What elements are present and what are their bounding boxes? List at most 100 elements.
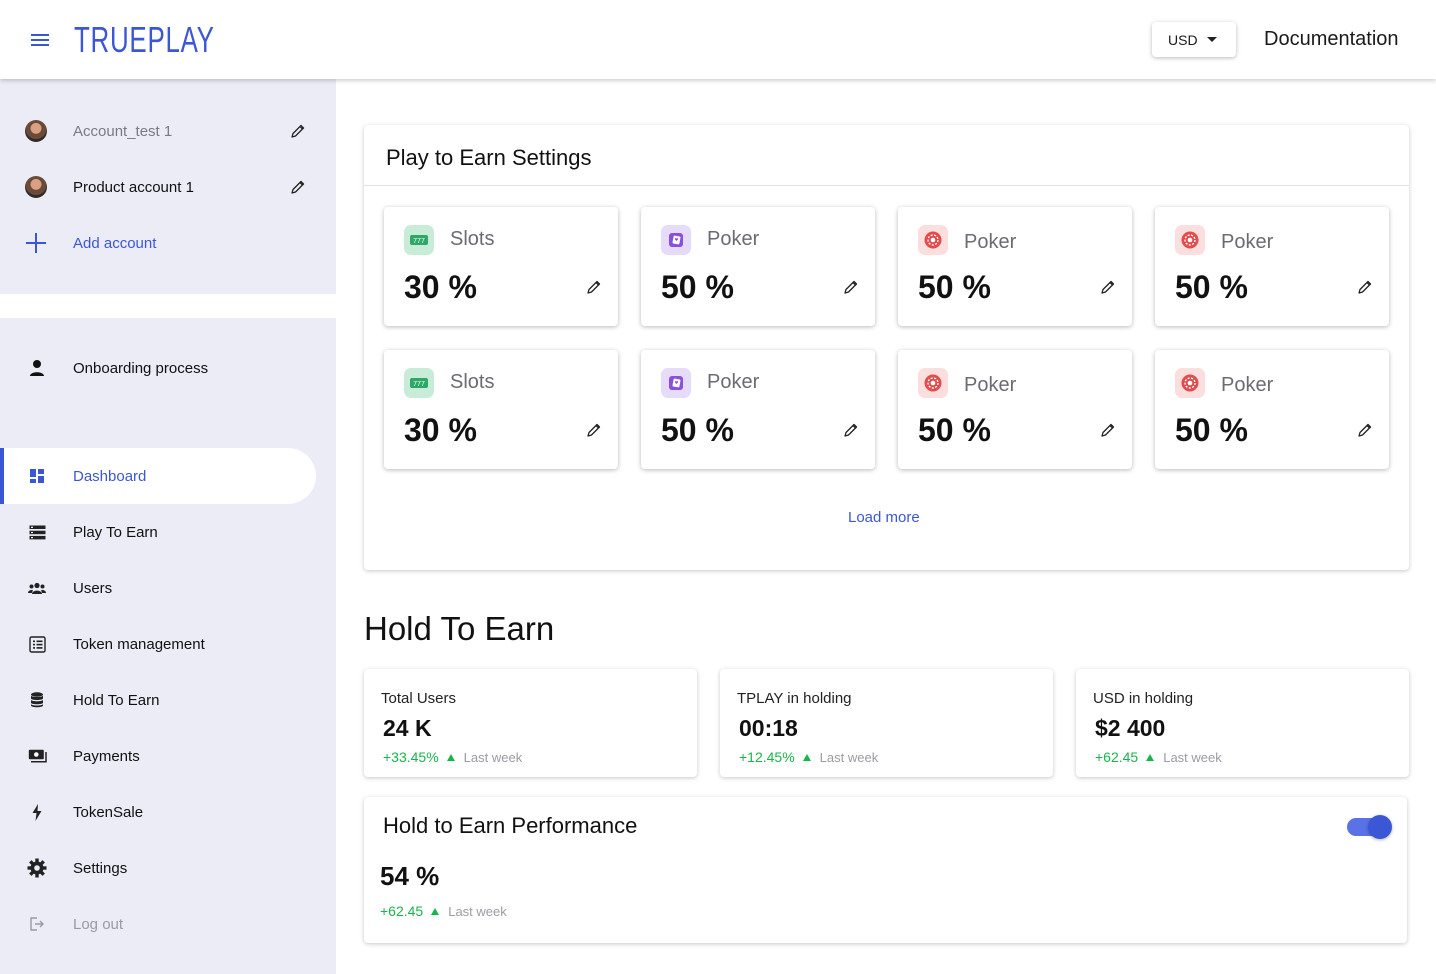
game-percent: 50 % [661, 412, 734, 448]
game-card[interactable]: Poker 50 % [898, 207, 1132, 326]
pencil-icon[interactable] [586, 279, 602, 295]
game-name: Poker [707, 228, 760, 250]
arrow-up-icon [802, 753, 811, 761]
account-label: Product account 1 [73, 178, 194, 196]
sidebar: Onboarding process Dashboard Play To Ear… [0, 318, 336, 974]
currency-select[interactable]: USD [1152, 22, 1236, 57]
nav-label: Settings [73, 859, 128, 877]
delta-value: +33.45% [383, 749, 439, 765]
nav-label: Play To Earn [73, 523, 158, 541]
pencil-icon[interactable] [586, 422, 602, 438]
nav-settings[interactable]: Settings [0, 840, 316, 896]
nav-payments[interactable]: Payments [0, 728, 316, 784]
game-card[interactable]: 777 Slots 30 % [384, 350, 618, 469]
poker-chip-icon [1175, 368, 1205, 398]
nav-label: Token management [73, 635, 205, 653]
gear-icon [27, 858, 47, 878]
game-percent: 30 % [404, 269, 477, 305]
game-name: Slots [450, 371, 495, 393]
bolt-icon [27, 802, 47, 822]
game-name: Poker [1221, 231, 1274, 253]
arrow-up-icon [446, 753, 455, 761]
game-card[interactable]: Poker 50 % [1155, 207, 1389, 326]
nav-users[interactable]: Users [0, 560, 316, 616]
hold-to-earn-title: Hold To Earn [364, 610, 555, 647]
users-icon [27, 578, 47, 598]
nav-dashboard[interactable]: Dashboard [0, 448, 316, 504]
pencil-icon[interactable] [1100, 422, 1116, 438]
performance-toggle[interactable] [1347, 815, 1392, 839]
arrow-up-icon [1146, 753, 1155, 761]
nav-token-management[interactable]: Token management [0, 616, 316, 672]
menu-icon[interactable] [31, 33, 51, 47]
pencil-icon[interactable] [1357, 422, 1373, 438]
game-card[interactable]: Poker 50 % [898, 350, 1132, 469]
game-percent: 50 % [918, 269, 991, 305]
top-bar: TRUEPLAY USD Documentation [0, 0, 1436, 79]
delta-value: +12.45% [739, 749, 795, 765]
svg-text:777: 777 [413, 238, 425, 245]
game-name: Slots [450, 228, 495, 250]
game-name: Poker [964, 231, 1017, 253]
pencil-icon[interactable] [1100, 279, 1116, 295]
plus-icon [26, 233, 46, 253]
nav-label: Hold To Earn [73, 691, 160, 709]
game-percent: 50 % [661, 269, 734, 305]
stat-label: USD in holding [1093, 690, 1194, 707]
stat-card-total-users: Total Users 24 K +33.45% Last week [364, 669, 697, 777]
database-icon [27, 690, 47, 710]
nav-tokensale[interactable]: TokenSale [0, 784, 316, 840]
stat-label: TPLAY in holding [737, 690, 852, 707]
dashboard-icon [27, 466, 47, 486]
person-icon [27, 358, 47, 378]
game-name: Poker [964, 374, 1017, 396]
stat-delta: +12.45% Last week [739, 749, 878, 765]
stat-card-usd-holding: USD in holding $2 400 +62.45 Last week [1076, 669, 1409, 777]
nav-label: Dashboard [73, 467, 147, 485]
caret-down-icon [1206, 37, 1217, 42]
game-name: Poker [707, 371, 760, 393]
divider [364, 185, 1409, 186]
nav-label: TokenSale [73, 803, 144, 821]
account-item[interactable]: Product account 1 [0, 167, 336, 207]
pencil-icon[interactable] [290, 123, 306, 139]
nav-play-to-earn[interactable]: Play To Earn [0, 504, 316, 560]
payments-icon [27, 746, 47, 766]
performance-title: Hold to Earn Performance [383, 813, 638, 838]
delta-period: Last week [1163, 749, 1222, 765]
avatar [25, 120, 47, 142]
game-percent: 50 % [1175, 412, 1248, 448]
logout-icon [27, 914, 47, 934]
game-card[interactable]: Poker 50 % [641, 207, 875, 326]
delta-value: +62.45 [380, 903, 424, 919]
game-percent: 50 % [1175, 269, 1248, 305]
stat-card-tplay-holding: TPLAY in holding 00:18 +12.45% Last week [720, 669, 1053, 777]
add-account-button[interactable]: Add account [0, 223, 336, 263]
app-logo[interactable]: TRUEPLAY [74, 19, 215, 60]
poker-cards-icon [661, 225, 691, 255]
pencil-icon[interactable] [290, 179, 306, 195]
avatar [25, 176, 47, 198]
game-card[interactable]: Poker 50 % [1155, 350, 1389, 469]
currency-value: USD [1168, 31, 1198, 48]
game-card[interactable]: Poker 50 % [641, 350, 875, 469]
hold-to-earn-performance-card: Hold to Earn Performance 54 % +62.45 Las… [364, 797, 1407, 943]
nav-logout[interactable]: Log out [0, 896, 316, 952]
delta-value: +62.45 [1095, 749, 1139, 765]
documentation-link[interactable]: Documentation [1264, 28, 1399, 50]
pencil-icon[interactable] [1357, 279, 1373, 295]
nav-label: Users [73, 579, 113, 597]
game-card[interactable]: 777 Slots 30 % [384, 207, 618, 326]
stat-delta: +33.45% Last week [383, 749, 522, 765]
poker-chip-icon [918, 368, 948, 398]
svg-text:777: 777 [413, 381, 425, 388]
poker-chip-icon [918, 225, 948, 255]
game-percent: 30 % [404, 412, 477, 448]
load-more-button[interactable]: Load more [848, 509, 920, 526]
add-account-label: Add account [73, 234, 157, 252]
pencil-icon[interactable] [843, 279, 859, 295]
nav-hold-to-earn[interactable]: Hold To Earn [0, 672, 316, 728]
pencil-icon[interactable] [843, 422, 859, 438]
nav-onboarding[interactable]: Onboarding process [0, 340, 316, 396]
account-item[interactable]: Account_test 1 [0, 111, 336, 151]
